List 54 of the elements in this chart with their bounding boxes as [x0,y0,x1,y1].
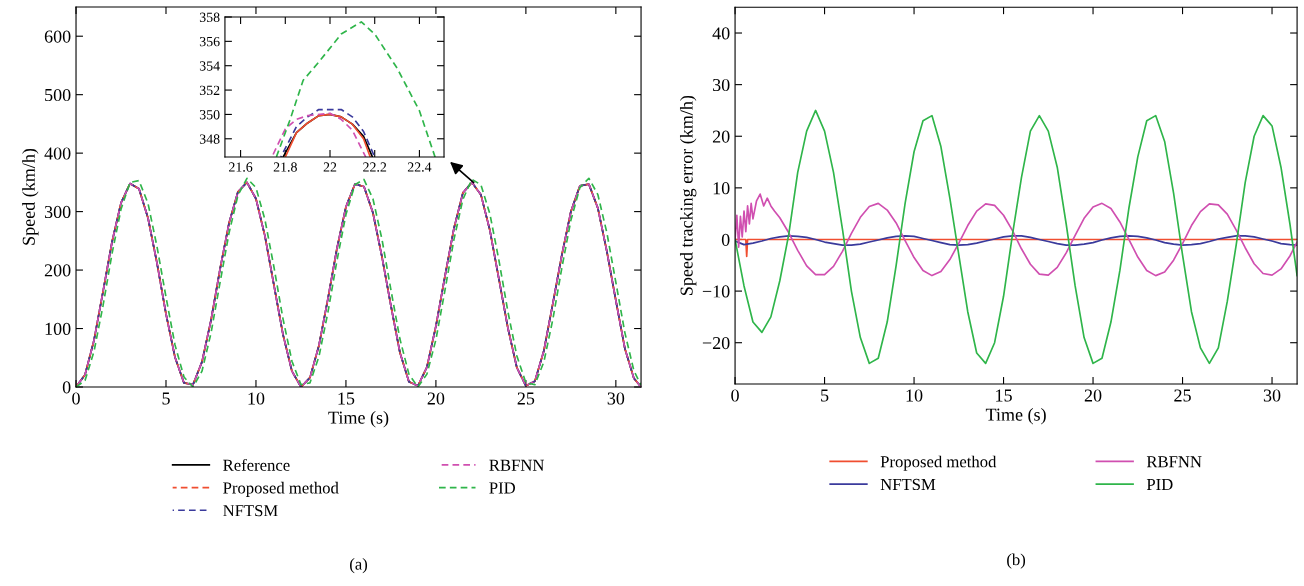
y-tick-label: 354 [199,61,220,71]
text: (b) [1007,553,1026,569]
y-tick-label: 0 [721,233,730,246]
legend-label: Reference [223,458,290,471]
x-tick-label: 10 [906,389,923,402]
y-tick-label: 500 [45,88,71,102]
y-axis-title: Speed tracking error (km/h) [679,95,697,295]
y-axis-title: Speed (km/h) [22,148,39,245]
text: (a) [350,558,368,574]
legend-label: Proposed method [223,481,339,497]
y-tick-label: 200 [44,264,71,277]
x-tick-label: 30 [607,392,625,405]
x-tick-label: 22 [323,162,337,172]
y-tick-label: 600 [44,30,71,43]
x-tick-label: 15 [338,392,355,405]
y-tick-label: 400 [44,147,71,160]
y-tick-label: 30 [713,78,730,92]
y-tick-label: 358 [199,12,220,22]
x-tick-label: 21.6 [229,162,253,172]
y-tick-label: 10 [713,182,730,195]
x-tick-label: 25 [1174,389,1191,402]
x-tick-label: 5 [821,389,829,402]
legend-label: NFTSM [223,505,278,517]
y-tick-label: 356 [199,36,220,47]
x-tick-label: 0 [72,392,80,405]
legend-label: PID [1146,478,1173,490]
y-tick-label: 20 [712,130,730,143]
x-tick-label: 21.8 [273,162,297,172]
legend-label: Proposed method [880,455,997,471]
x-tick-label: 20 [1084,389,1102,402]
legend-label: RBFNN [1146,456,1202,468]
x-tick-label: 10 [248,392,265,405]
legend-label: RBFNN [489,459,545,471]
x-tick-label: 20 [427,392,445,405]
x-axis-title: Time (s) [328,411,389,428]
x-tick-label: 25 [517,392,535,405]
legend-label: PID [489,482,516,494]
x-tick-label: 0 [731,389,739,402]
legend-label: NFTSM [880,478,936,491]
y-tick-label: −10 [702,285,730,298]
y-tick-label: 100 [45,322,71,335]
y-tick-label: 352 [199,85,220,96]
y-tick-label: 350 [199,110,220,120]
y-tick-label: 40 [712,27,730,40]
x-tick-label: 22.2 [363,162,387,172]
y-tick-label: −20 [702,336,730,350]
x-tick-label: 30 [1263,389,1281,402]
y-tick-label: 348 [199,134,220,144]
y-tick-label: 300 [44,205,71,219]
x-tick-label: 5 [162,392,170,405]
y-tick-label: 0 [62,381,71,394]
x-tick-label: 22.4 [407,162,432,172]
x-axis-title: Time (s) [985,408,1046,425]
x-tick-label: 15 [996,389,1012,402]
